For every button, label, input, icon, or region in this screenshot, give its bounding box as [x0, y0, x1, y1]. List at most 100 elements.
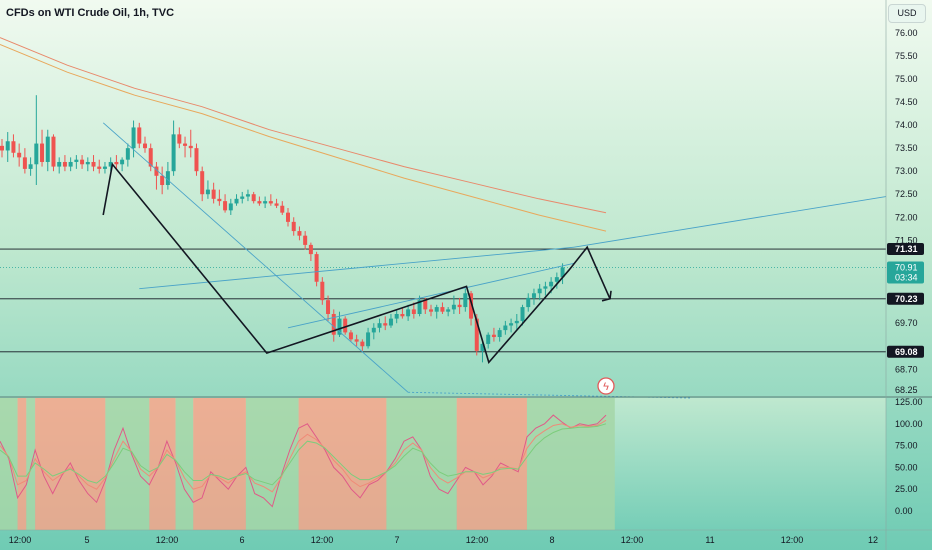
candle-body — [148, 148, 153, 167]
candle — [343, 316, 348, 335]
candle — [28, 157, 33, 176]
candle — [200, 166, 205, 202]
chart-title: CFDs on WTI Crude Oil, 1h, TVC — [6, 7, 174, 19]
candle — [74, 155, 79, 169]
price-tick-label: 76.00 — [895, 28, 918, 38]
candle — [268, 194, 273, 206]
candle — [417, 295, 422, 317]
indicator-tick-label: 25.00 — [895, 484, 918, 494]
candle-body — [400, 313, 405, 317]
indicator-zone — [26, 398, 36, 530]
candle — [463, 288, 468, 312]
candle-body — [217, 198, 222, 202]
candle-body — [286, 212, 290, 222]
trend-line — [102, 122, 409, 393]
candle-body — [234, 198, 239, 204]
candle — [503, 320, 508, 335]
candle-body — [394, 313, 399, 319]
candle-body — [434, 307, 439, 312]
candle — [51, 134, 56, 172]
candle-body — [5, 141, 10, 151]
candle — [240, 191, 245, 204]
indicator-tick-label: 125.00 — [895, 397, 923, 407]
time-tick-label: 7 — [394, 535, 399, 545]
candle-body — [274, 203, 279, 206]
candle — [114, 155, 119, 169]
time-tick-label: 11 — [705, 535, 714, 545]
candle-body — [457, 304, 462, 308]
candle — [406, 304, 411, 321]
candle-body — [520, 307, 525, 321]
candle — [57, 157, 62, 174]
candle-body — [240, 196, 245, 199]
candle-body — [57, 161, 62, 167]
candle-body — [183, 143, 188, 146]
candle-body — [205, 189, 210, 195]
time-tick-label: 6 — [239, 535, 244, 545]
candle-body — [120, 159, 125, 165]
candle-body — [549, 281, 554, 287]
candle-body — [451, 304, 456, 310]
candle — [520, 304, 525, 326]
candle-body — [114, 161, 119, 165]
last-price-label: 70.91 — [895, 262, 918, 272]
candle — [297, 226, 302, 241]
candle — [457, 297, 462, 314]
candle-body — [469, 293, 474, 319]
indicator-zone — [0, 398, 18, 530]
trend-line-extension — [573, 196, 887, 248]
candle-body — [108, 161, 113, 167]
moving-average-line — [0, 37, 607, 214]
zigzag-projection — [102, 162, 611, 365]
svg-text:ϟ: ϟ — [603, 381, 609, 393]
bar-countdown-label: 03:34 — [895, 272, 918, 282]
alert-icon[interactable]: ϟ — [597, 377, 615, 395]
candle — [388, 313, 393, 328]
indicator-tick-label: 100.00 — [895, 419, 923, 429]
candle — [97, 159, 102, 174]
candle — [45, 129, 50, 172]
candle-body — [131, 127, 136, 149]
candle-body — [51, 136, 56, 167]
candle — [434, 304, 439, 319]
candle — [291, 217, 296, 236]
price-level-tag-label: 69.08 — [895, 347, 918, 357]
candle — [560, 263, 565, 285]
last-price-tag — [887, 261, 924, 284]
arrow-head — [601, 290, 612, 302]
candle-body — [463, 293, 468, 308]
candle — [234, 194, 239, 206]
candle — [5, 132, 10, 162]
candle-body — [17, 152, 22, 158]
candle-body — [22, 157, 27, 169]
candle-body — [137, 127, 142, 144]
indicator-axis[interactable]: 125.00 100.00 75.00 50.00 25.00 0.00 — [895, 397, 923, 516]
candle — [280, 201, 285, 215]
oscillator-lines — [0, 414, 607, 508]
time-axis[interactable]: 12:00 5 12:00 6 12:00 7 12:00 8 12:00 11 12:00 12 — [9, 535, 878, 545]
candle — [394, 309, 399, 324]
candle — [360, 339, 365, 351]
candle-body — [491, 334, 496, 338]
candle — [205, 180, 210, 199]
candle — [120, 157, 125, 172]
candle — [354, 334, 359, 347]
candle — [108, 157, 113, 172]
price-tick-label: 73.00 — [895, 166, 918, 176]
price-tick-label: 68.70 — [895, 364, 918, 374]
indicator-zone — [17, 398, 27, 530]
candle — [377, 318, 382, 333]
candle — [34, 95, 39, 186]
candle — [446, 307, 451, 317]
price-axis[interactable]: 76.00 75.50 75.00 74.50 74.00 73.50 73.00 72.50… — [895, 28, 918, 395]
candle-body — [251, 194, 256, 202]
currency-button[interactable]: USD — [888, 4, 926, 23]
candle — [137, 122, 142, 149]
candle-body — [200, 171, 205, 195]
indicator-zone — [298, 398, 387, 530]
candle-body — [388, 318, 393, 326]
candle — [383, 316, 388, 331]
candle-body — [0, 145, 4, 151]
candle — [148, 143, 153, 172]
